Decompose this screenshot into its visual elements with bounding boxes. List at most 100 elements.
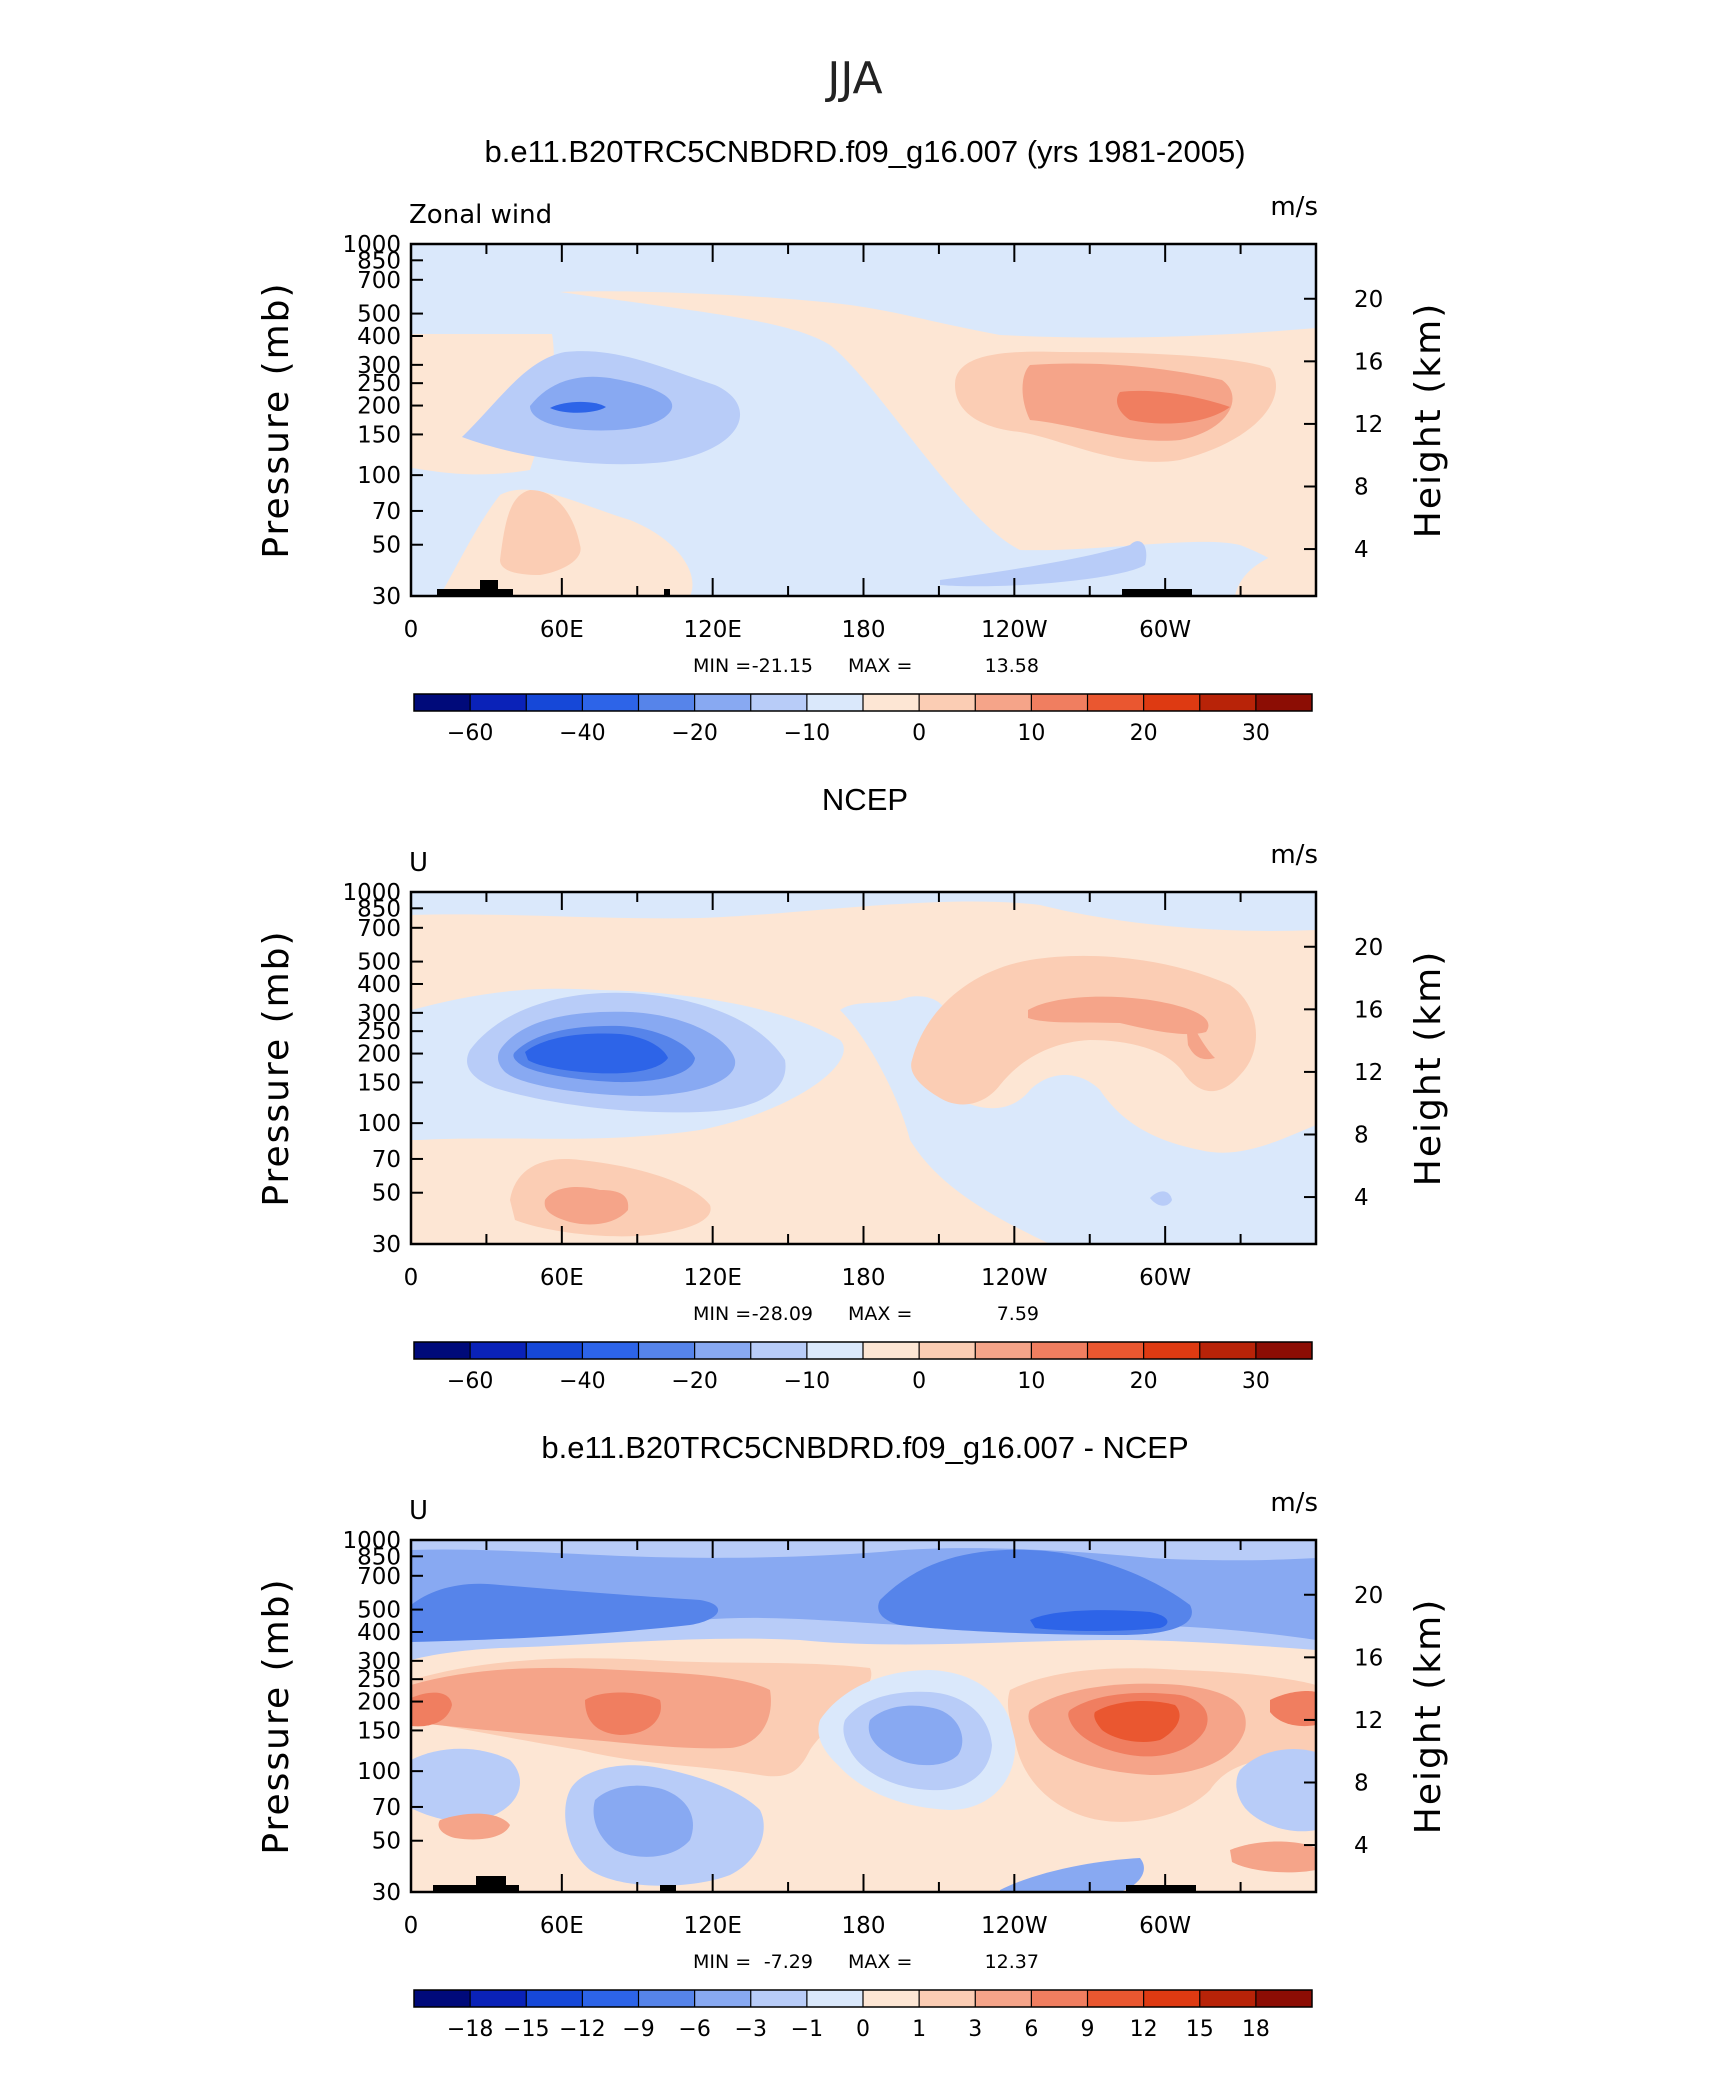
panel-difference: b.e11.B20TRC5CNBDRD.f09_g16.007 - NCEP U… bbox=[256, 1430, 1449, 2042]
pressure-tick-label: 500 bbox=[357, 950, 401, 976]
pressure-tick-label: 500 bbox=[357, 302, 401, 328]
lon-tick-label: 120W bbox=[981, 1265, 1048, 1291]
panel-title: NCEP bbox=[822, 782, 908, 817]
longitude-ticks: 0 60E 120E 180 120W 60W bbox=[404, 1540, 1317, 1939]
height-tick-label: 12 bbox=[1354, 412, 1383, 438]
contour-field bbox=[411, 892, 1316, 1244]
colorbar-label: −10 bbox=[784, 721, 830, 746]
pressure-tick-label: 500 bbox=[357, 1598, 401, 1624]
colorbar-label: 6 bbox=[1024, 2017, 1038, 2042]
height-ticks: 20 16 12 8 4 bbox=[1304, 287, 1383, 563]
min-value: -7.29 bbox=[764, 1951, 813, 1973]
colorbar-label: 20 bbox=[1130, 721, 1158, 746]
field-label: U bbox=[409, 848, 428, 878]
field-label: Zonal wind bbox=[409, 200, 552, 230]
colorbar-swatch bbox=[1143, 1342, 1201, 1359]
figure-title: JJA bbox=[824, 53, 882, 104]
pressure-tick-label: 100 bbox=[357, 1111, 401, 1137]
min-value: -28.09 bbox=[752, 1303, 813, 1325]
height-tick-label: 4 bbox=[1354, 537, 1369, 563]
colorbar-swatch bbox=[1031, 1990, 1088, 2007]
colorbar-swatch bbox=[582, 1342, 639, 1359]
colorbar-label: 30 bbox=[1242, 721, 1270, 746]
height-tick-label: 8 bbox=[1354, 474, 1369, 500]
y-axis-label: Pressure (mb) bbox=[256, 1577, 297, 1854]
colorbar-swatch bbox=[863, 694, 920, 711]
panel-title: b.e11.B20TRC5CNBDRD.f09_g16.007 (yrs 198… bbox=[484, 134, 1245, 169]
colorbar-frame bbox=[413, 1341, 1313, 1360]
max-value: 7.59 bbox=[997, 1303, 1039, 1325]
pressure-tick-label: 70 bbox=[372, 1147, 401, 1173]
colorbar-label: −12 bbox=[559, 2017, 605, 2042]
lon-tick-label: 180 bbox=[842, 1265, 886, 1291]
y-axis-label: Pressure (mb) bbox=[256, 929, 297, 1206]
pressure-tick-label: 300 bbox=[357, 353, 401, 379]
colorbar-label: −3 bbox=[735, 2017, 767, 2042]
contour-neg-lower-right bbox=[1236, 1749, 1316, 1832]
contour-jet-4 bbox=[525, 1033, 668, 1074]
panel-model: b.e11.B20TRC5CNBDRD.f09_g16.007 (yrs 198… bbox=[256, 134, 1449, 746]
colorbar-swatch bbox=[1031, 1342, 1088, 1359]
colorbar-swatch bbox=[526, 694, 583, 711]
colorbar-label: 12 bbox=[1130, 2017, 1158, 2042]
colorbar-label: −9 bbox=[622, 2017, 654, 2042]
colorbar: −60 −40 −20 −10 0 10 20 30 bbox=[413, 1341, 1313, 1394]
pressure-tick-label: 700 bbox=[357, 916, 401, 942]
colorbar-swatch bbox=[750, 1990, 808, 2007]
pressure-tick-label: 250 bbox=[357, 1667, 401, 1693]
colorbar-swatch bbox=[1255, 694, 1313, 711]
lon-tick-label: 0 bbox=[404, 617, 419, 643]
colorbar-swatch bbox=[1143, 1990, 1201, 2007]
pressure-tick-label: 100 bbox=[357, 463, 401, 489]
colorbar-swatch bbox=[694, 1990, 752, 2007]
panel-ncep: NCEP U m/s Pressure (mb) Height (km) 30 5… bbox=[256, 782, 1449, 1394]
lon-tick-label: 180 bbox=[842, 1913, 886, 1939]
colorbar-label: 3 bbox=[968, 2017, 982, 2042]
contour-positive-lower-right bbox=[1235, 545, 1316, 596]
colorbar-swatch bbox=[1087, 1990, 1145, 2007]
pressure-tick-label: 70 bbox=[372, 499, 401, 525]
contour-field bbox=[411, 1540, 1316, 1892]
pressure-tick-label: 400 bbox=[357, 324, 401, 350]
lon-tick-label: 120E bbox=[683, 1913, 741, 1939]
max-label: MAX = bbox=[848, 655, 912, 677]
colorbar-swatch bbox=[638, 1342, 696, 1359]
height-tick-label: 16 bbox=[1354, 349, 1383, 375]
colorbar-label: −18 bbox=[447, 2017, 493, 2042]
colorbar-label: −20 bbox=[671, 1369, 717, 1394]
max-label: MAX = bbox=[848, 1303, 912, 1325]
colorbar-swatch bbox=[470, 1342, 527, 1359]
panel-title: b.e11.B20TRC5CNBDRD.f09_g16.007 - NCEP bbox=[541, 1430, 1188, 1465]
pressure-tick-label: 1000 bbox=[342, 1528, 401, 1554]
colorbar-swatch bbox=[1087, 694, 1145, 711]
topography bbox=[437, 580, 1192, 596]
colorbar-label: −20 bbox=[671, 721, 717, 746]
pressure-tick-label: 1000 bbox=[342, 232, 401, 258]
height-tick-label: 12 bbox=[1354, 1708, 1383, 1734]
colorbar-swatch bbox=[919, 694, 976, 711]
colorbar-swatch bbox=[863, 1342, 920, 1359]
topography bbox=[433, 1876, 1196, 1892]
contour-negative-jet-2 bbox=[530, 376, 673, 431]
lon-tick-label: 0 bbox=[404, 1265, 419, 1291]
colorbar-swatch bbox=[806, 694, 864, 711]
height-tick-label: 8 bbox=[1354, 1770, 1369, 1796]
pressure-tick-label: 50 bbox=[372, 1829, 401, 1855]
contour-negative-jet-3 bbox=[550, 401, 606, 413]
colorbar-swatch bbox=[919, 1342, 976, 1359]
contour-neg-surface bbox=[1000, 1858, 1144, 1892]
contour-positive-lower-2 bbox=[544, 1187, 629, 1225]
contour-negative-small bbox=[1150, 1191, 1172, 1206]
contour-positive-west-1 bbox=[911, 955, 1257, 1105]
pressure-tick-label: 200 bbox=[357, 1690, 401, 1716]
y2-axis-label: Height (km) bbox=[1408, 1598, 1449, 1834]
colorbar-swatch bbox=[1255, 1990, 1313, 2007]
contour-pos-lower-right bbox=[1230, 1841, 1316, 1873]
height-tick-label: 20 bbox=[1354, 935, 1383, 961]
colorbar-swatch bbox=[1199, 1342, 1257, 1359]
lon-tick-label: 180 bbox=[842, 617, 886, 643]
colorbar-frame bbox=[413, 1989, 1313, 2008]
colorbar-swatch bbox=[1087, 1342, 1145, 1359]
contour-positive-west-3 bbox=[1185, 1010, 1215, 1060]
